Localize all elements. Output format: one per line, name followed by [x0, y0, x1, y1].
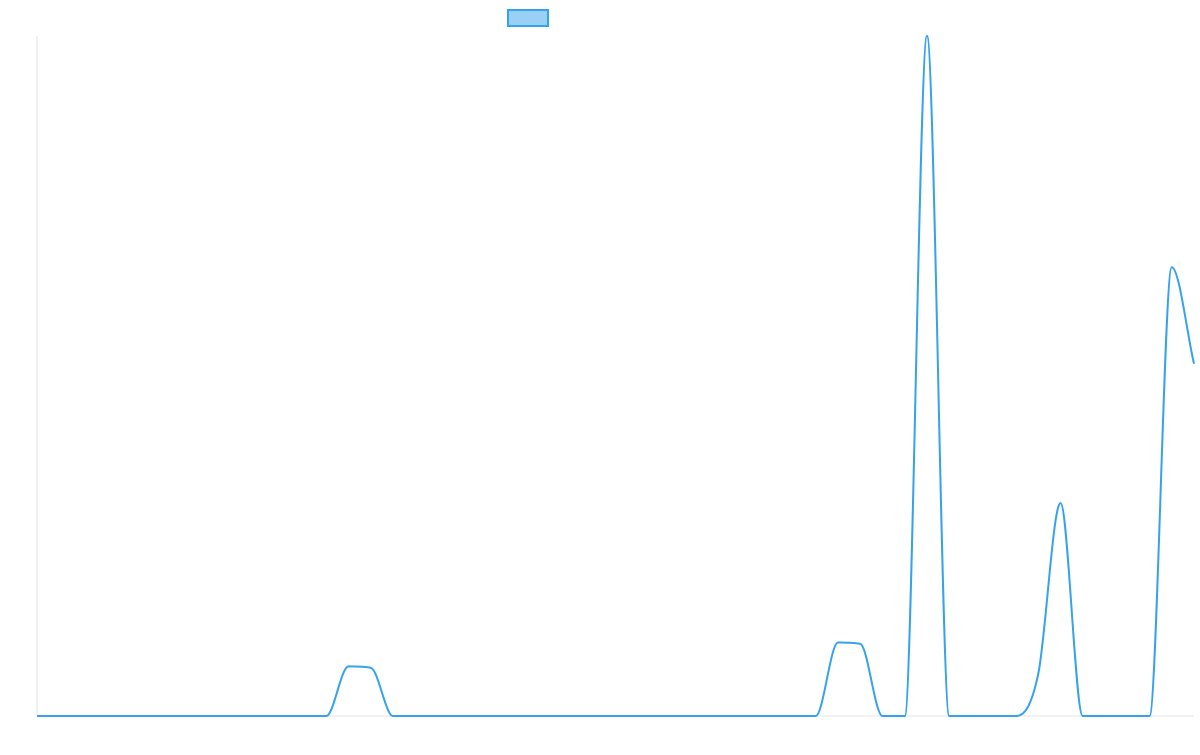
- data-point[interactable]: [79, 713, 85, 719]
- data-point[interactable]: [1058, 500, 1064, 506]
- data-point[interactable]: [323, 713, 329, 719]
- data-point[interactable]: [234, 713, 240, 719]
- data-point[interactable]: [1191, 361, 1197, 367]
- data-point[interactable]: [1080, 713, 1086, 719]
- data-point[interactable]: [1013, 713, 1019, 719]
- data-point[interactable]: [145, 713, 151, 719]
- data-point[interactable]: [635, 713, 641, 719]
- data-point[interactable]: [590, 713, 596, 719]
- axes: [36, 36, 1194, 717]
- data-point[interactable]: [1169, 264, 1175, 270]
- data-point[interactable]: [501, 713, 507, 719]
- data-point[interactable]: [613, 713, 619, 719]
- data-point[interactable]: [902, 713, 908, 719]
- data-point[interactable]: [301, 713, 307, 719]
- data-point[interactable]: [657, 713, 663, 719]
- data-point[interactable]: [724, 713, 730, 719]
- data-point[interactable]: [969, 713, 975, 719]
- data-point[interactable]: [1035, 671, 1041, 677]
- data-point[interactable]: [1124, 713, 1130, 719]
- data-point[interactable]: [857, 641, 863, 647]
- data-point[interactable]: [390, 713, 396, 719]
- data-point[interactable]: [924, 33, 930, 39]
- data-point[interactable]: [56, 713, 62, 719]
- data-point[interactable]: [457, 713, 463, 719]
- legend-swatch[interactable]: [507, 9, 549, 27]
- data-point[interactable]: [101, 713, 107, 719]
- data-point[interactable]: [1102, 713, 1108, 719]
- data-point[interactable]: [746, 713, 752, 719]
- data-point[interactable]: [546, 713, 552, 719]
- series-line[interactable]: [37, 35, 1195, 717]
- data-point[interactable]: [880, 713, 886, 719]
- data-point[interactable]: [479, 713, 485, 719]
- data-point[interactable]: [346, 663, 352, 669]
- data-point[interactable]: [368, 665, 374, 671]
- data-point[interactable]: [768, 713, 774, 719]
- data-point[interactable]: [212, 713, 218, 719]
- data-point[interactable]: [279, 713, 285, 719]
- data-point[interactable]: [190, 713, 196, 719]
- data-point[interactable]: [123, 713, 129, 719]
- data-point[interactable]: [435, 713, 441, 719]
- data-point[interactable]: [257, 713, 263, 719]
- data-point[interactable]: [168, 713, 174, 719]
- data-point[interactable]: [524, 713, 530, 719]
- data-point[interactable]: [991, 713, 997, 719]
- data-point[interactable]: [34, 713, 40, 719]
- data-point[interactable]: [412, 713, 418, 719]
- plot-area: [34, 33, 1197, 719]
- data-point[interactable]: [1147, 713, 1153, 719]
- data-point[interactable]: [568, 713, 574, 719]
- data-point[interactable]: [835, 640, 841, 646]
- data-point[interactable]: [679, 713, 685, 719]
- data-point[interactable]: [946, 713, 952, 719]
- data-point[interactable]: [702, 713, 708, 719]
- data-point[interactable]: [791, 713, 797, 719]
- legend[interactable]: [507, 9, 549, 27]
- data-point[interactable]: [813, 713, 819, 719]
